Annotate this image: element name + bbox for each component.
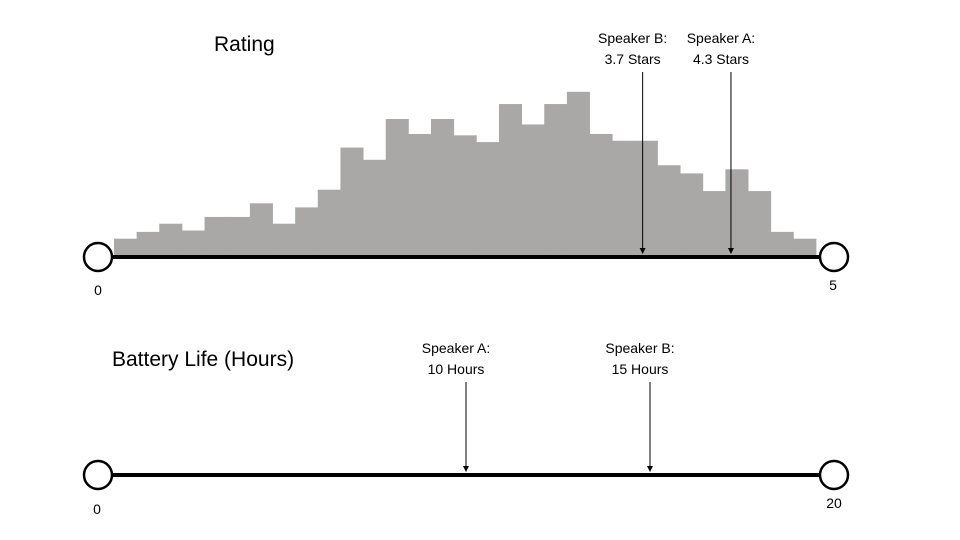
battery-axis-end-label: 20: [826, 495, 842, 511]
histogram-bar: [227, 216, 251, 255]
annotation-arrowhead: [727, 248, 734, 254]
histogram-bar: [363, 159, 387, 255]
rating-panel: Rating 0 5 Speaker B: 3.7 Stars Speaker A:…: [82, 30, 850, 298]
histogram-bar: [544, 104, 568, 255]
battery-axis-end-circle: [818, 459, 850, 491]
histogram-bar: [181, 230, 205, 255]
rating-axis-start-circle: [82, 241, 114, 273]
battery-annotations: Speaker A: 10 Hours Speaker B: 15 Hours: [422, 340, 675, 472]
histogram-bar: [114, 238, 138, 255]
annotation-label: Speaker A:: [422, 340, 491, 356]
histogram-bar: [521, 124, 545, 255]
histogram-bar: [476, 142, 500, 255]
histogram-bar: [453, 135, 477, 255]
annotation-value: 10 Hours: [428, 361, 485, 377]
battery-axis-start-label: 0: [93, 501, 101, 517]
annotation-arrowhead: [639, 248, 646, 254]
histogram-bar: [159, 223, 183, 255]
annotation-label: Speaker B:: [598, 30, 667, 46]
battery-panel: Battery Life (Hours) 0 20 Speaker A: 10 H…: [82, 340, 850, 517]
histogram-bar: [340, 147, 364, 255]
histogram-bar: [725, 169, 749, 255]
histogram-bar: [702, 191, 726, 255]
annotation-value: 4.3 Stars: [693, 51, 749, 67]
rating-title: Rating: [214, 33, 275, 56]
histogram-bar: [249, 203, 273, 255]
histogram-bar: [431, 119, 455, 255]
histogram-bar: [770, 231, 794, 255]
battery-axis-start-circle: [82, 459, 114, 491]
rating-annotations: Speaker B: 3.7 Stars Speaker A: 4.3 Stars: [598, 30, 755, 254]
histogram-bar: [589, 133, 613, 255]
annotation-label: Speaker A:: [687, 30, 756, 46]
histogram-bar: [657, 165, 681, 255]
histogram-bar: [136, 231, 160, 255]
histogram-bar: [634, 140, 658, 255]
histogram-bar: [566, 91, 590, 255]
histogram-bar: [748, 191, 772, 255]
annotation-arrowhead: [463, 466, 469, 472]
histogram-bar: [612, 140, 636, 255]
histogram-bar: [408, 133, 432, 255]
annotation-arrowhead: [647, 466, 653, 472]
rating-axis-end-circle: [818, 241, 850, 273]
histogram-bar: [385, 119, 409, 255]
rating-histogram: [114, 91, 817, 255]
histogram-bar: [793, 238, 817, 255]
rating-axis-end-label: 5: [829, 277, 837, 293]
histogram-bar: [498, 104, 523, 255]
battery-title: Battery Life (Hours): [112, 348, 294, 371]
histogram-bar: [680, 173, 704, 255]
annotation-value: 3.7 Stars: [605, 51, 661, 67]
histogram-bar: [204, 216, 228, 255]
histogram-bar: [272, 223, 296, 255]
histogram-bar: [317, 189, 341, 255]
histogram-bar: [295, 207, 319, 255]
annotation-label: Speaker B:: [605, 340, 674, 356]
annotation-value: 15 Hours: [612, 361, 669, 377]
rating-axis-start-label: 0: [94, 282, 102, 298]
